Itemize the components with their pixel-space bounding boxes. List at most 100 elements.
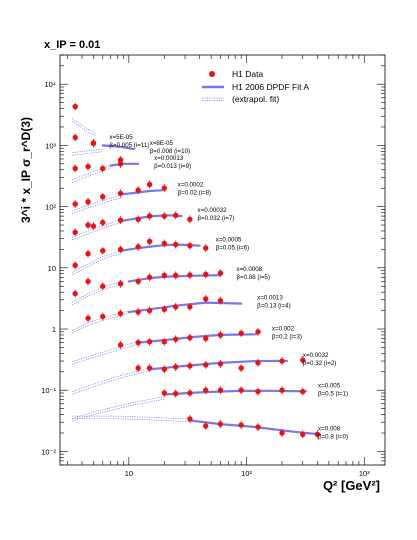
data-point bbox=[173, 336, 179, 342]
fit-curve bbox=[109, 162, 140, 167]
data-point bbox=[117, 281, 124, 287]
bin-label-beta: β=0.08 (i=5) bbox=[236, 274, 270, 281]
bin-label-beta: β=0.5 (i=1) bbox=[318, 390, 348, 397]
data-point bbox=[100, 283, 106, 289]
extrap-curve bbox=[72, 415, 190, 420]
bin-label-beta: β=0.32 (i=2) bbox=[303, 360, 337, 367]
bin-label-x: x=0.005 bbox=[318, 382, 341, 389]
data-point bbox=[161, 366, 167, 372]
data-point bbox=[279, 430, 285, 436]
data-point bbox=[161, 272, 167, 279]
extrap-curve bbox=[72, 398, 165, 422]
extrap-curve bbox=[72, 418, 190, 423]
data-point bbox=[100, 219, 106, 226]
legend-extrap-lines bbox=[202, 97, 224, 101]
data-point bbox=[135, 278, 141, 285]
y-tick-label: 10⁴ bbox=[44, 80, 56, 89]
legend-data-label: H1 Data bbox=[232, 69, 263, 79]
plot-frame bbox=[59, 54, 386, 466]
extrap-curve bbox=[72, 250, 121, 273]
data-point bbox=[85, 163, 91, 170]
extrap-curve bbox=[72, 281, 121, 303]
legend-fit-label: H1 2006 DPDF Fit A bbox=[232, 82, 309, 92]
data-point bbox=[85, 251, 91, 257]
data-point bbox=[203, 245, 209, 251]
data-point bbox=[255, 360, 261, 366]
data-point bbox=[161, 339, 167, 345]
bin-label-x: x=0.00013 bbox=[154, 155, 184, 162]
bin-label-x: x=0.0032 bbox=[303, 352, 329, 359]
data-point bbox=[85, 199, 91, 205]
data-point bbox=[72, 165, 78, 172]
y-tick-label: 10⁻¹ bbox=[41, 386, 56, 395]
data-point bbox=[100, 313, 106, 320]
extrap-curve bbox=[72, 194, 124, 212]
data-point bbox=[135, 244, 141, 250]
bin-label-x: x=0.0008 bbox=[236, 266, 262, 273]
data-point bbox=[279, 387, 285, 393]
y-tick-label: 1 bbox=[52, 325, 56, 334]
y-tick-label: 10 bbox=[48, 264, 56, 273]
data-point bbox=[100, 165, 106, 172]
data-point bbox=[72, 201, 78, 207]
data-point bbox=[173, 212, 179, 219]
data-point bbox=[161, 185, 167, 191]
data-point bbox=[146, 365, 153, 371]
bin-label-beta: β=0.032 (i=7) bbox=[197, 215, 234, 222]
data-point bbox=[90, 140, 97, 147]
data-point bbox=[146, 181, 153, 188]
extrap-curve bbox=[72, 167, 111, 183]
data-point bbox=[173, 241, 179, 248]
data-point bbox=[217, 421, 224, 427]
x-tick-label: 10 bbox=[125, 469, 133, 478]
fit-curve bbox=[119, 243, 201, 252]
data-point bbox=[135, 365, 141, 371]
fit-curve bbox=[137, 333, 257, 344]
legend-data-marker bbox=[209, 71, 215, 77]
data-point bbox=[85, 315, 91, 321]
data-point bbox=[173, 364, 179, 370]
x-axis-title: Q² [GeV²] bbox=[323, 478, 380, 493]
data-point bbox=[72, 290, 78, 297]
extrap-curve bbox=[72, 151, 103, 156]
data-point bbox=[187, 390, 193, 396]
extrap-curve bbox=[72, 219, 121, 238]
data-point bbox=[173, 272, 179, 279]
data-point bbox=[173, 390, 179, 397]
y-axis-title: 3^i * x_IP σ_r^D(3) bbox=[19, 117, 33, 223]
data-point bbox=[300, 357, 306, 363]
data-point bbox=[146, 213, 153, 219]
data-point bbox=[238, 422, 244, 428]
bin-label-beta: β=0.008 (i=10) bbox=[150, 148, 190, 155]
fit-curve bbox=[127, 274, 222, 283]
bin-label-x: x=0.008 bbox=[318, 425, 341, 432]
fit-curves bbox=[101, 144, 321, 436]
data-point bbox=[217, 387, 224, 393]
data-point bbox=[217, 298, 224, 304]
fit-curve bbox=[188, 419, 321, 436]
data-point bbox=[135, 187, 141, 193]
extrap-curve bbox=[72, 121, 96, 137]
data-point bbox=[72, 103, 78, 110]
data-point bbox=[117, 190, 124, 196]
data-point bbox=[117, 310, 124, 317]
data-point bbox=[187, 272, 193, 278]
data-point bbox=[146, 238, 153, 245]
data-point bbox=[135, 216, 141, 223]
y-tick-label: 10² bbox=[45, 203, 56, 212]
data-point bbox=[203, 423, 209, 429]
data-point bbox=[146, 274, 153, 280]
data-point bbox=[90, 223, 97, 229]
bin-label-x: x=5E-05 bbox=[109, 134, 133, 141]
data-point bbox=[161, 306, 167, 312]
data-points bbox=[72, 102, 321, 439]
extrap-curve bbox=[72, 164, 111, 181]
bin-label-x: x=0.0005 bbox=[216, 237, 242, 244]
bin-label-x: x=0.00032 bbox=[197, 207, 227, 214]
extrapolated-fit-curves bbox=[72, 118, 190, 423]
data-point bbox=[255, 424, 261, 430]
fit-curve bbox=[122, 189, 163, 196]
data-point bbox=[187, 335, 193, 341]
data-point bbox=[300, 431, 306, 438]
data-point bbox=[146, 339, 153, 345]
